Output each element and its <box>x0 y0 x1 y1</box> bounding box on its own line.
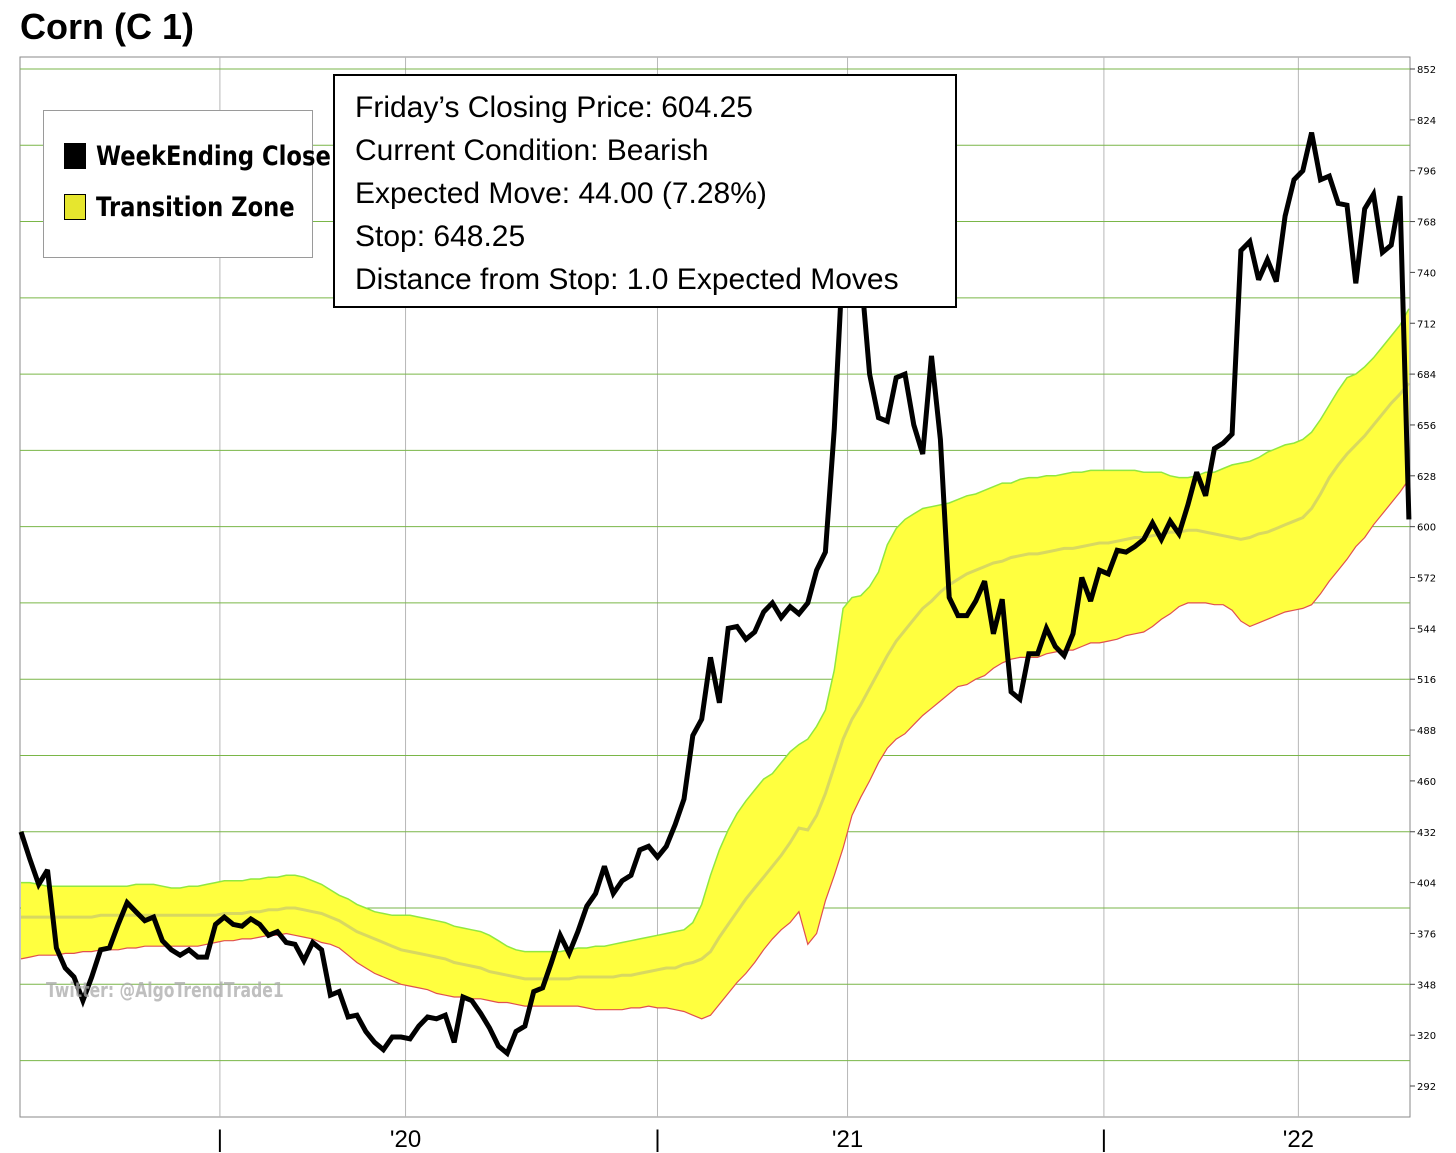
y-tick-label-18: 796 <box>1417 167 1436 178</box>
legend-label-close: WeekEnding Close <box>96 140 331 172</box>
info-box: Friday’s Closing Price: 604.25 Current C… <box>333 74 957 308</box>
x-tick-label-1: '20 <box>390 1126 421 1153</box>
y-tick-label-6: 460 <box>1417 777 1436 788</box>
y-tick-label-16: 740 <box>1417 268 1436 279</box>
y-tick-label-0: 292 <box>1417 1082 1436 1093</box>
info-distance-from-stop: Distance from Stop: 1.0 Expected Moves <box>355 263 899 296</box>
info-closing-price: Friday’s Closing Price: 604.25 <box>355 91 753 124</box>
transition-zone-band <box>21 308 1409 1019</box>
transition-zone-layer <box>20 308 1410 1020</box>
x-tick-label-4: | <box>1101 1126 1107 1153</box>
y-tick-label-7: 488 <box>1417 726 1436 737</box>
y-tick-label-5: 432 <box>1417 828 1436 839</box>
chart-title: Corn (C 1) <box>20 6 194 47</box>
y-tick-label-8: 516 <box>1417 675 1436 686</box>
y-tick-label-4: 404 <box>1417 879 1436 890</box>
zone-lower-edge <box>20 479 1410 1020</box>
axes-layer: 292 320 348 376 404 432 460 488 516 544 572 600 628 6… <box>217 65 1436 1153</box>
close-line-layer <box>18 132 1412 1058</box>
y-tick-label-2: 348 <box>1417 980 1436 991</box>
zone-upper-edge <box>21 308 1410 953</box>
plot-border <box>19 56 1411 1118</box>
y-tick-label-19: 824 <box>1417 116 1436 127</box>
y-tick-label-13: 656 <box>1417 421 1436 432</box>
y-tick-label-12: 628 <box>1417 472 1436 483</box>
legend-label-zone: Transition Zone <box>96 191 295 223</box>
x-tick-label-3: '21 <box>832 1126 863 1153</box>
legend-swatch-zone <box>64 194 86 220</box>
y-tick-label-1: 320 <box>1417 1031 1436 1042</box>
info-expected-move: Expected Move: 44.00 (7.28%) <box>355 177 767 210</box>
x-tick-label-5: '22 <box>1283 1126 1314 1153</box>
y-tick-label-15: 712 <box>1417 319 1436 330</box>
y-tick-label-11: 600 <box>1417 523 1436 534</box>
legend: WeekEnding Close Transition Zone <box>43 110 331 258</box>
info-stop: Stop: 648.25 <box>355 220 526 253</box>
legend-item-zone: Transition Zone <box>64 190 333 224</box>
y-tick-label-9: 544 <box>1417 624 1436 635</box>
x-tick-label-0: | <box>217 1126 223 1153</box>
legend-item-close: WeekEnding Close <box>64 139 376 173</box>
y-tick-label-10: 572 <box>1417 574 1436 585</box>
x-tick-label-2: | <box>654 1126 660 1153</box>
watermark: Twitter: @AlgoTrendTrade1 <box>46 978 284 1002</box>
info-condition: Current Condition: Bearish <box>355 134 709 167</box>
weekending-close-line <box>18 132 1412 1058</box>
y-tick-label-20: 852 <box>1417 65 1436 76</box>
y-tick-label-17: 768 <box>1417 218 1436 229</box>
legend-swatch-close <box>64 143 86 169</box>
y-tick-label-14: 684 <box>1417 370 1436 381</box>
y-tick-label-3: 376 <box>1417 929 1436 940</box>
